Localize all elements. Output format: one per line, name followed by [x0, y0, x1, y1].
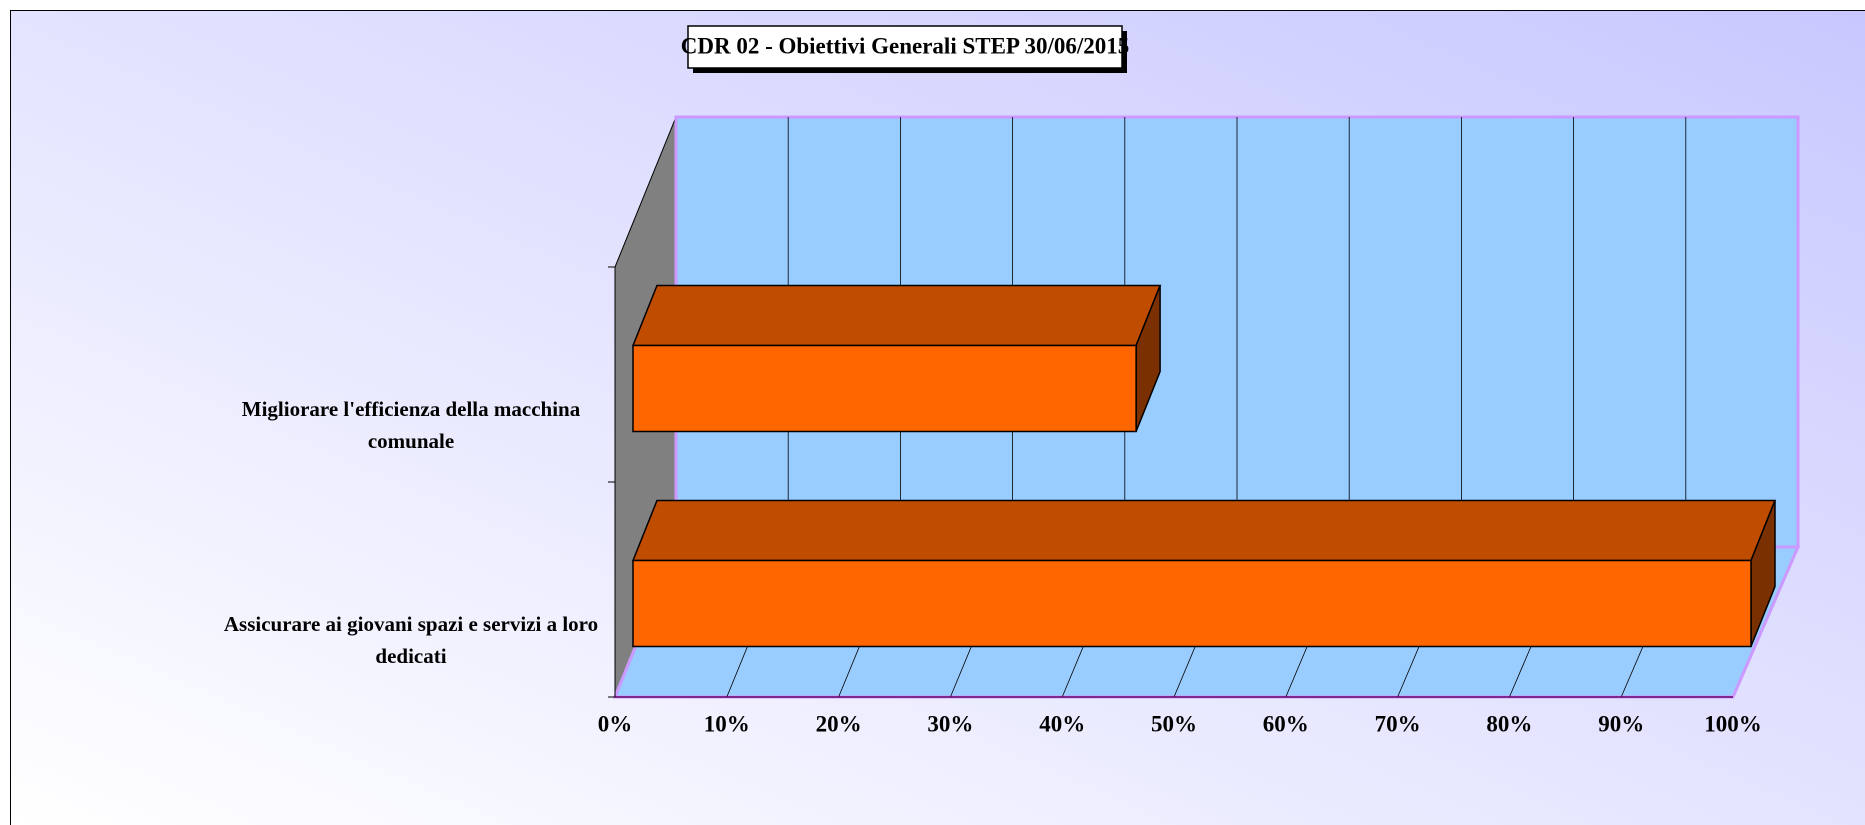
bar-top: [631, 499, 1777, 562]
x-tick-label: 10%: [704, 711, 750, 736]
x-tick-label: 100%: [1704, 711, 1762, 736]
bar-front: [632, 344, 1137, 433]
bar-front: [632, 559, 1752, 648]
x-tick-label: 20%: [816, 711, 862, 736]
x-tick-label: 70%: [1375, 711, 1421, 736]
x-tick-label: 90%: [1598, 711, 1644, 736]
x-tick-label: 0%: [598, 711, 633, 736]
x-tick-label: 80%: [1486, 711, 1532, 736]
x-tick-label: 40%: [1039, 711, 1085, 736]
y-tick-label: Migliorare l'efficienza della macchina c…: [241, 396, 581, 453]
y-tick-label: Assicurare ai giovani spazi e servizi a …: [223, 611, 599, 668]
bar: [631, 499, 1777, 648]
x-tick-label: 30%: [927, 711, 973, 736]
bar: [631, 284, 1162, 433]
chart-title: CDR 02 - Obiettivi Generali STEP 30/06/2…: [681, 33, 1130, 58]
bar-top: [631, 284, 1162, 347]
bars: [631, 284, 1777, 648]
title-box: [687, 25, 1123, 69]
x-tick-label: 60%: [1263, 711, 1309, 736]
x-tick-label: 50%: [1151, 711, 1197, 736]
